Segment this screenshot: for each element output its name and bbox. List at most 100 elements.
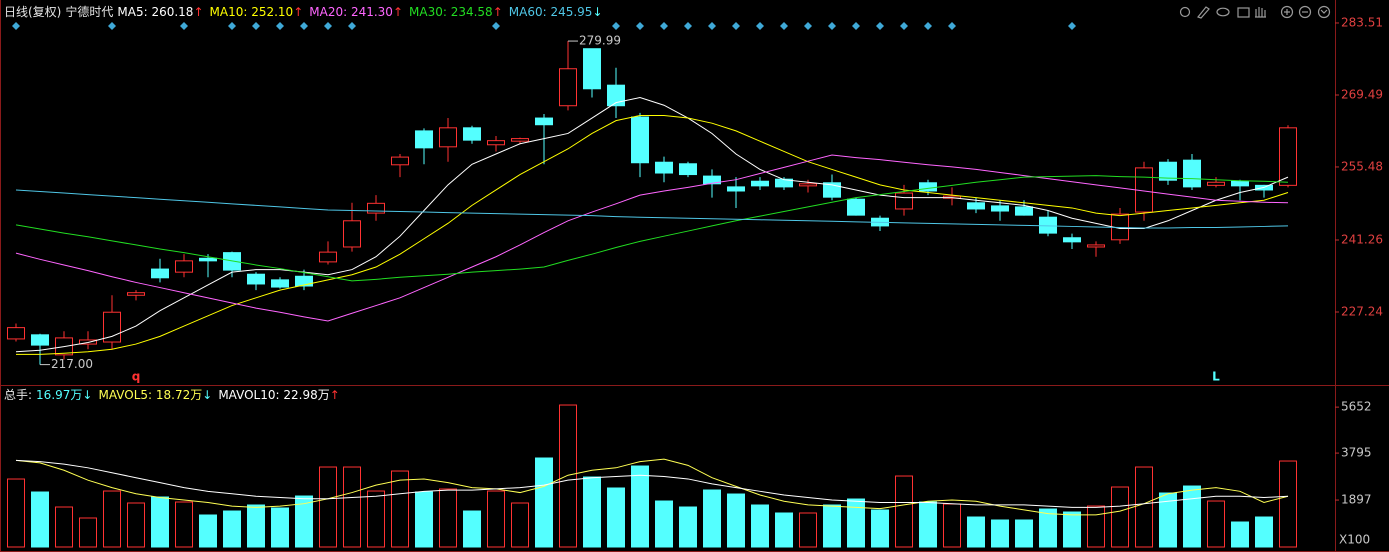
signal-marker bbox=[876, 22, 884, 30]
candle-body bbox=[991, 205, 1009, 212]
legend-entry: MA5: 260.18 bbox=[117, 5, 194, 19]
y-unit-label: X100 bbox=[1339, 533, 1370, 547]
brush-icon[interactable] bbox=[1196, 6, 1210, 19]
candle-body bbox=[895, 192, 913, 210]
candle-body bbox=[1063, 237, 1081, 243]
volume-bar bbox=[991, 519, 1009, 548]
y-tick-label: 283.51 bbox=[1341, 15, 1383, 29]
volume-legend: 总手: 16.97万 ↓ MAVOL5: 18.72万 ↓ MAVOL10: 22.98万… bbox=[4, 388, 346, 402]
zoom-in-icon[interactable] bbox=[1280, 5, 1294, 19]
volume-bar bbox=[583, 476, 601, 548]
volume-bar bbox=[823, 504, 841, 548]
ma-line bbox=[15, 189, 1289, 229]
candle-body bbox=[1207, 181, 1225, 186]
candle-body bbox=[343, 220, 361, 248]
y-tick-label: 241.26 bbox=[1341, 232, 1383, 246]
volume-bar bbox=[151, 496, 169, 548]
volume-bar bbox=[727, 493, 745, 548]
volume-bar bbox=[1255, 516, 1273, 548]
stock-name: 宁德时代 bbox=[65, 5, 114, 19]
candle-body bbox=[943, 195, 961, 199]
volume-bar bbox=[463, 510, 481, 548]
zoom-out-icon[interactable] bbox=[1298, 5, 1312, 19]
ma-line bbox=[16, 114, 1289, 355]
volume-bar bbox=[1231, 521, 1249, 548]
volume-bar bbox=[271, 507, 289, 548]
signal-marker bbox=[180, 22, 188, 30]
candle-body bbox=[559, 68, 577, 107]
candle-body bbox=[295, 275, 313, 287]
volume-bar bbox=[871, 509, 889, 548]
candle-body bbox=[367, 202, 385, 214]
signal-marker bbox=[348, 22, 356, 30]
legend-trend: ↓ bbox=[202, 388, 213, 402]
candle-body bbox=[463, 127, 481, 141]
legend-trend: ↓ bbox=[592, 5, 603, 19]
eye-icon[interactable] bbox=[1216, 7, 1230, 17]
candle-body bbox=[487, 140, 505, 146]
candle-body bbox=[655, 161, 673, 174]
legend-trend: ↑ bbox=[193, 5, 204, 19]
volume-bar bbox=[79, 517, 97, 548]
signal-marker bbox=[924, 22, 932, 30]
signal-marker bbox=[228, 22, 236, 30]
annotation-label: 279.99 bbox=[579, 34, 621, 48]
annotation-label: 217.00 bbox=[51, 357, 93, 371]
volume-bar bbox=[775, 512, 793, 548]
signal-marker bbox=[252, 22, 260, 30]
volume-bar bbox=[1135, 466, 1153, 548]
volume-bar bbox=[847, 498, 865, 548]
volume-bar bbox=[967, 516, 985, 548]
signal-marker bbox=[636, 22, 644, 30]
candle-body bbox=[511, 138, 529, 142]
close-icon[interactable] bbox=[1317, 5, 1331, 19]
legend-entry: MA20: 241.30 bbox=[309, 5, 393, 19]
candle-body bbox=[703, 175, 721, 185]
volume-bar bbox=[391, 470, 409, 548]
settings-icon[interactable] bbox=[1179, 6, 1191, 18]
y-tick-label: 269.49 bbox=[1341, 87, 1383, 101]
signal-marker bbox=[1068, 22, 1076, 30]
signal-marker bbox=[300, 22, 308, 30]
candle-body bbox=[727, 186, 745, 192]
ma-line bbox=[15, 175, 1289, 282]
legend-trend: ↑ bbox=[492, 5, 503, 19]
volume-bar bbox=[1159, 492, 1177, 548]
volume-bar bbox=[127, 502, 145, 548]
volume-bar bbox=[1063, 511, 1081, 548]
candle-body bbox=[1183, 159, 1201, 188]
hand-icon[interactable] bbox=[1255, 7, 1266, 18]
candle-body bbox=[175, 260, 193, 273]
candle-body bbox=[223, 252, 241, 271]
ma-line bbox=[15, 154, 1289, 322]
candle-body bbox=[151, 268, 169, 279]
volume-bar bbox=[55, 506, 73, 548]
mavol-line bbox=[15, 458, 1289, 516]
y-tick-label: 1897 bbox=[1341, 493, 1372, 507]
volume-trend: ↓ bbox=[82, 388, 93, 402]
volume-bar bbox=[631, 465, 649, 548]
candle-body bbox=[751, 180, 769, 187]
candle-body bbox=[1279, 127, 1297, 186]
candle-body bbox=[247, 273, 265, 285]
volume-bar bbox=[895, 475, 913, 548]
volume-bar bbox=[295, 495, 313, 548]
volume-bar bbox=[31, 491, 49, 548]
legend-entry: MA30: 234.58 bbox=[409, 5, 493, 19]
volume-bar bbox=[799, 512, 817, 548]
candle-body bbox=[919, 182, 937, 192]
candle-body bbox=[1039, 216, 1057, 234]
volume-bar bbox=[751, 504, 769, 548]
legend-entry: MAVOL10: 22.98万 bbox=[218, 388, 330, 402]
candle-body bbox=[847, 198, 865, 216]
volume-bar bbox=[319, 466, 337, 548]
candle-body bbox=[439, 127, 457, 148]
candle-body bbox=[607, 84, 625, 107]
candle-body bbox=[271, 279, 289, 288]
signal-marker bbox=[12, 22, 20, 30]
volume-bar bbox=[1111, 486, 1129, 548]
signal-marker bbox=[276, 22, 284, 30]
box-icon[interactable] bbox=[1237, 7, 1250, 18]
close-chevron bbox=[1320, 9, 1328, 14]
